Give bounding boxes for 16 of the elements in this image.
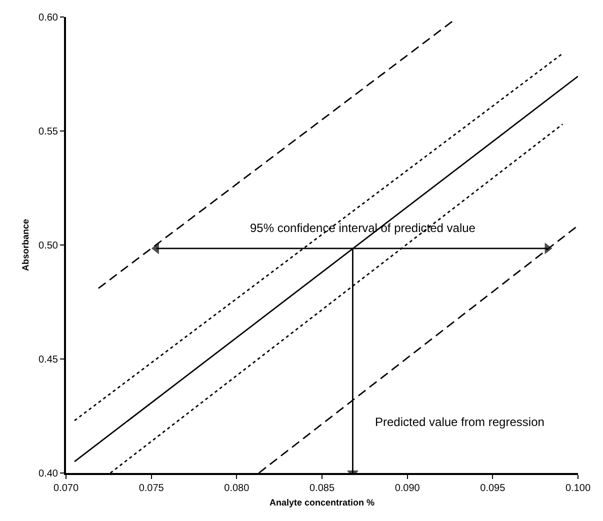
y-tick-label: 0.55 [38,126,58,138]
x-axis-title: Analyte concentration % [269,497,375,508]
y-tick-label: 0.40 [38,468,58,480]
x-tick-label: 0.095 [480,483,506,494]
x-tick-label: 0.075 [138,483,164,494]
x-tick-label: 0.080 [224,483,250,494]
x-tick-label: 0.100 [565,483,591,494]
x-tick-label: 0.085 [309,483,335,494]
annotation: Predicted value from regression [375,415,544,429]
x-tick-label: 0.070 [53,483,79,494]
x-tick-label: 0.090 [394,483,420,494]
annotation: 95% confidence interval of predicted value [250,221,476,235]
y-tick-label: 0.45 [38,354,58,366]
y-axis-title: Absorbance [20,218,30,272]
y-tick-label: 0.50 [38,240,58,252]
y-tick-label: 0.60 [38,12,58,24]
